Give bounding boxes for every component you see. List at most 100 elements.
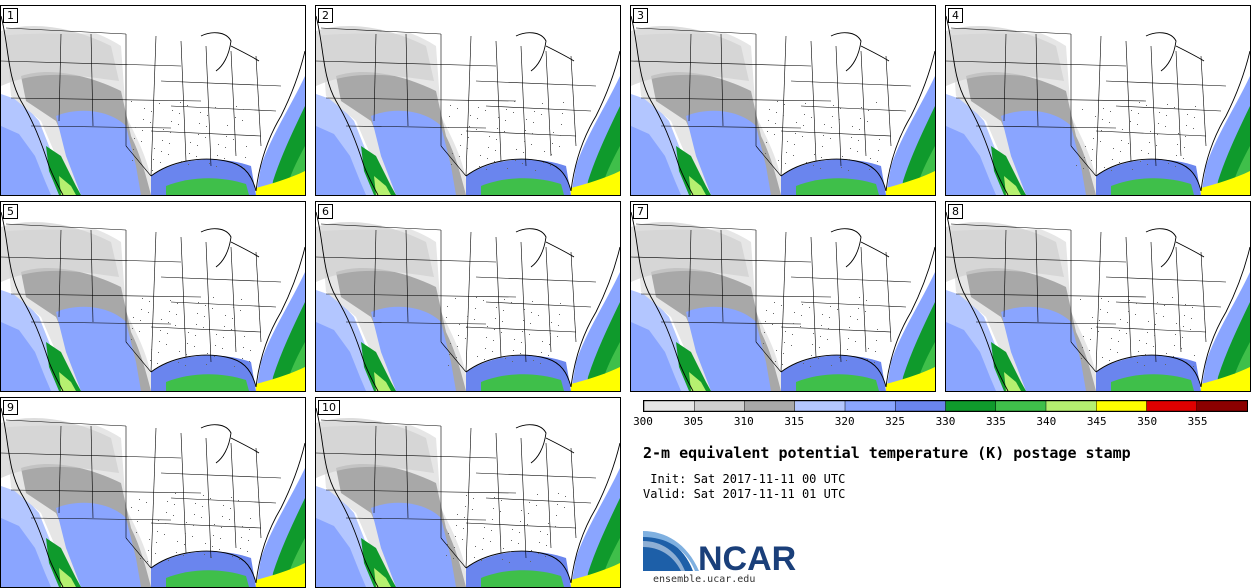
atlantic-yellow-shade bbox=[1201, 171, 1250, 195]
panel-number: 1 bbox=[3, 8, 18, 23]
colorbar-swatch-300 bbox=[644, 401, 696, 411]
northwest-grey-shade bbox=[316, 418, 434, 478]
map-canvas bbox=[1, 202, 305, 391]
baja-yellowgreen-shade bbox=[59, 568, 76, 587]
member-panel-2: 2 bbox=[315, 5, 621, 196]
pacific-warmer-shade bbox=[631, 322, 681, 391]
colorbar-swatch-350 bbox=[1146, 401, 1198, 411]
northwest-grey-shade bbox=[631, 222, 749, 282]
colorbar-label-355: 355 bbox=[1187, 415, 1208, 428]
baja-yellowgreen-shade bbox=[689, 176, 706, 195]
state-boundaries bbox=[946, 211, 1250, 391]
colorbar-swatch-335 bbox=[995, 401, 1047, 411]
atlantic-yellow-shade bbox=[571, 563, 620, 587]
pacific-warmer-shade bbox=[1, 322, 51, 391]
colorbar-label-320: 320 bbox=[834, 415, 855, 428]
baja-green-shade bbox=[361, 146, 396, 195]
gulf-green-shade bbox=[796, 374, 879, 391]
atlantic-yellow-shade bbox=[1201, 367, 1250, 391]
station-dots bbox=[131, 493, 251, 562]
southwest-blue-shade bbox=[371, 502, 456, 587]
map-canvas bbox=[631, 6, 935, 195]
colorbar-label-310: 310 bbox=[733, 415, 754, 428]
southwest-blue-shade bbox=[56, 502, 141, 587]
station-dots bbox=[1076, 102, 1196, 171]
member-panel-9: 9 bbox=[0, 397, 306, 588]
map-canvas bbox=[1, 6, 305, 195]
colorbar-swatch-320 bbox=[844, 401, 897, 411]
colorbar-swatch-355 bbox=[1196, 401, 1247, 411]
map-canvas bbox=[946, 6, 1250, 195]
baja-green-shade bbox=[46, 342, 81, 391]
southwest-blue-shade bbox=[1001, 110, 1086, 195]
member-panel-7: 7 bbox=[630, 201, 936, 392]
gulf-green-shade bbox=[481, 374, 564, 391]
map-canvas bbox=[316, 6, 620, 195]
colorbar-swatch-305 bbox=[694, 401, 746, 411]
site-url: ensemble.ucar.edu bbox=[653, 574, 756, 585]
panel-number: 10 bbox=[318, 400, 340, 415]
gulf-green-shade bbox=[1111, 178, 1194, 195]
state-boundaries bbox=[316, 15, 620, 195]
station-dots bbox=[446, 493, 566, 563]
baja-green-shade bbox=[676, 342, 711, 391]
state-boundaries bbox=[316, 211, 620, 391]
northwest-grey-shade bbox=[631, 26, 749, 86]
panel-number: 8 bbox=[948, 204, 963, 219]
colorbar-label-345: 345 bbox=[1086, 415, 1107, 428]
colorbar-swatch-330 bbox=[945, 401, 997, 411]
station-dots bbox=[446, 297, 561, 366]
colorbar-swatch-340 bbox=[1045, 401, 1097, 411]
pacific-warmer-shade bbox=[316, 126, 366, 195]
northwest-grey-shade bbox=[316, 222, 434, 282]
panel-number: 6 bbox=[318, 204, 333, 219]
southwest-blue-shade bbox=[686, 110, 771, 195]
atlantic-yellow-shade bbox=[256, 367, 305, 391]
pacific-warmer-shade bbox=[946, 322, 996, 391]
state-boundaries bbox=[1, 407, 305, 587]
logo-text: NCAR bbox=[698, 540, 796, 578]
baja-green-shade bbox=[991, 146, 1026, 195]
colorbar-swatch-310 bbox=[744, 401, 796, 411]
panel-number: 9 bbox=[3, 400, 18, 415]
panel-number: 4 bbox=[948, 8, 963, 23]
baja-green-shade bbox=[361, 538, 396, 587]
southwest-blue-shade bbox=[371, 110, 456, 195]
colorbar-swatch-325 bbox=[894, 401, 947, 411]
baja-yellowgreen-shade bbox=[59, 372, 76, 391]
state-boundaries bbox=[631, 211, 935, 391]
northwest-grey-shade bbox=[1, 222, 119, 282]
southwest-blue-shade bbox=[56, 306, 141, 391]
gulf-green-shade bbox=[166, 178, 249, 195]
southwest-blue-shade bbox=[371, 306, 456, 391]
baja-yellowgreen-shade bbox=[374, 568, 391, 587]
baja-green-shade bbox=[991, 342, 1026, 391]
state-boundaries bbox=[946, 15, 1250, 195]
colorbar-label-335: 335 bbox=[985, 415, 1006, 428]
pacific-warmer-shade bbox=[946, 126, 996, 195]
gulf-green-shade bbox=[1111, 374, 1194, 391]
colorbar-swatch-315 bbox=[794, 401, 846, 411]
member-panel-5: 5 bbox=[0, 201, 306, 392]
gulf-green-shade bbox=[796, 178, 879, 195]
colorbar-swatch-345 bbox=[1096, 401, 1148, 411]
northwest-grey-shade bbox=[1, 26, 119, 86]
pacific-warmer-shade bbox=[316, 322, 366, 391]
southwest-blue-shade bbox=[686, 306, 771, 391]
station-dots bbox=[448, 101, 564, 171]
member-panel-4: 4 bbox=[945, 5, 1251, 196]
ncar-logo: NCAR bbox=[643, 531, 796, 578]
member-panel-10: 10 bbox=[315, 397, 621, 588]
atlantic-yellow-shade bbox=[571, 171, 620, 195]
init-time: Init: Sat 2017-11-11 00 UTC bbox=[643, 472, 846, 486]
map-canvas bbox=[946, 202, 1250, 391]
baja-green-shade bbox=[361, 342, 396, 391]
atlantic-yellow-shade bbox=[256, 171, 305, 195]
baja-green-shade bbox=[46, 146, 81, 195]
colorbar-label-340: 340 bbox=[1036, 415, 1057, 428]
colorbar-label-350: 350 bbox=[1137, 415, 1158, 428]
colorbar-label-300: 300 bbox=[633, 415, 653, 428]
panel-number: 3 bbox=[633, 8, 648, 23]
member-panel-6: 6 bbox=[315, 201, 621, 392]
baja-green-shade bbox=[676, 146, 711, 195]
